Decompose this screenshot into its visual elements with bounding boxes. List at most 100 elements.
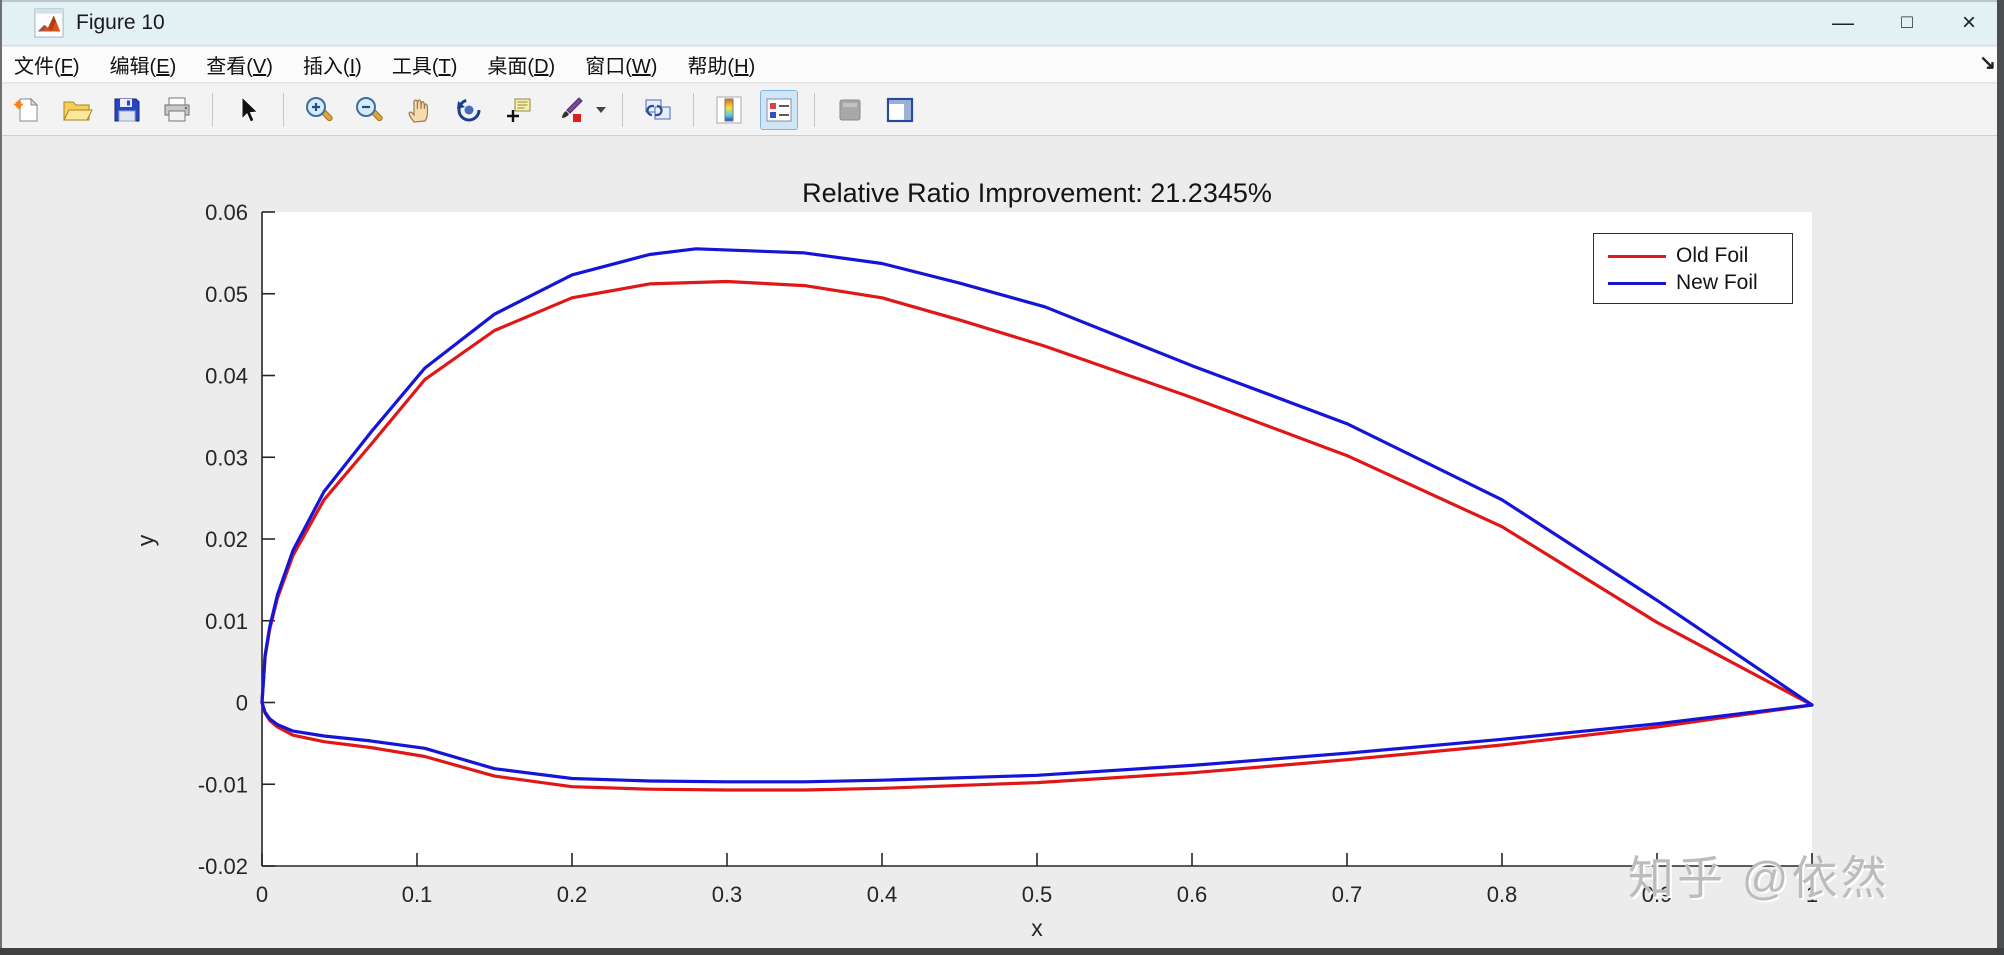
brush-dropdown-icon[interactable] <box>596 106 606 113</box>
data-cursor-button[interactable] <box>500 90 538 130</box>
menu-desktop[interactable]: 桌面(D) <box>487 50 555 79</box>
svg-text:0.3: 0.3 <box>712 882 743 907</box>
hide-plot-tools-button[interactable] <box>831 90 869 130</box>
legend-item-new-foil: New Foil <box>1608 270 1792 296</box>
save-figure-icon <box>114 98 140 121</box>
zoom-out-icon <box>356 96 383 121</box>
svg-text:0.06: 0.06 <box>205 200 248 225</box>
toolbar-separator <box>693 92 694 127</box>
open-file-button[interactable] <box>58 90 96 130</box>
svg-text:0.1: 0.1 <box>402 882 433 907</box>
menu-file[interactable]: 文件(F) <box>14 50 80 79</box>
open-file-icon <box>63 101 93 120</box>
data-cursor-icon <box>507 98 531 122</box>
svg-text:0.01: 0.01 <box>205 609 248 634</box>
figure-canvas: 0 0.1 0.2 0.3 0.4 0.5 0.6 0.7 0.8 0.9 1 -0.02 -0.01 0… <box>0 137 2004 955</box>
svg-text:0.4: 0.4 <box>867 882 898 907</box>
legend-label-new-foil: New Foil <box>1676 271 1758 294</box>
svg-text:0: 0 <box>236 691 248 716</box>
svg-text:-0.01: -0.01 <box>198 772 248 797</box>
figure-toolbar <box>0 84 2004 136</box>
legend-line-new-foil <box>1608 281 1666 285</box>
hide-plot-tools-icon <box>839 99 861 120</box>
legend[interactable]: Old Foil New Foil <box>1593 233 1793 304</box>
y-axis-label: y <box>132 534 159 547</box>
window-title: Figure 10 <box>76 11 165 34</box>
zoom-in-button[interactable] <box>300 90 338 130</box>
svg-text:0.9: 0.9 <box>1642 882 1673 907</box>
new-figure-button[interactable] <box>8 90 46 130</box>
svg-text:0.5: 0.5 <box>1022 882 1053 907</box>
new-figure-icon <box>14 97 39 121</box>
svg-text:0.04: 0.04 <box>205 364 248 389</box>
menu-insert[interactable]: 插入(I) <box>303 50 362 79</box>
menu-edit-label: 编辑(E) <box>109 56 177 78</box>
title-bar: Figure 10 — □ × <box>0 0 2004 46</box>
dock-figure-icon[interactable]: ↘ <box>1979 52 1996 74</box>
window-border-bottom <box>0 948 2004 955</box>
svg-text:1: 1 <box>1806 882 1818 907</box>
plot-axes[interactable]: 0 0.1 0.2 0.3 0.4 0.5 0.6 0.7 0.8 0.9 1 -0.02 -0.01 0… <box>0 137 2004 955</box>
minimize-button[interactable]: — <box>1832 10 1854 35</box>
svg-text:0.02: 0.02 <box>205 527 248 552</box>
menu-view-label: 查看(V) <box>206 56 273 78</box>
toolbar-separator <box>814 92 815 127</box>
insert-legend-icon <box>766 98 792 121</box>
zoom-in-icon <box>306 96 333 121</box>
matlab-figure-icon <box>34 8 64 38</box>
show-plot-tools-button[interactable] <box>881 90 919 130</box>
brush-icon <box>562 96 583 122</box>
watermark: 知乎 @依然 <box>1628 852 1890 904</box>
pan-hand-icon <box>408 98 429 123</box>
menu-help-label: 帮助(H) <box>687 56 756 78</box>
rotate-3d-icon <box>457 98 481 121</box>
svg-text:-0.02: -0.02 <box>198 854 248 879</box>
menu-insert-label: 插入(I) <box>302 56 362 78</box>
toolbar-separator <box>212 92 213 127</box>
zoom-out-button[interactable] <box>350 90 388 130</box>
svg-text:0.03: 0.03 <box>205 445 248 470</box>
legend-item-old-foil: Old Foil <box>1608 243 1792 269</box>
pointer-icon <box>241 95 259 123</box>
plot-title: Relative Ratio Improvement: 21.2345% <box>802 178 1272 208</box>
menu-edit[interactable]: 编辑(E) <box>110 50 177 79</box>
menu-view[interactable]: 查看(V) <box>206 50 273 79</box>
brush-button[interactable] <box>550 90 588 130</box>
menu-tools[interactable]: 工具(T) <box>392 50 458 79</box>
menu-window-label: 窗口(W) <box>585 56 658 78</box>
menu-desktop-label: 桌面(D) <box>487 56 556 78</box>
menu-file-label: 文件(F) <box>14 56 80 78</box>
insert-legend-button[interactable] <box>760 89 798 130</box>
menu-tools-label: 工具(T) <box>391 56 458 78</box>
svg-text:0.05: 0.05 <box>205 282 248 307</box>
svg-text:0.8: 0.8 <box>1487 882 1518 907</box>
print-figure-icon <box>164 97 190 121</box>
menu-window[interactable]: 窗口(W) <box>585 50 657 79</box>
svg-text:0.2: 0.2 <box>557 882 588 907</box>
window-border-right <box>1997 0 2004 955</box>
insert-colorbar-button[interactable] <box>710 90 748 130</box>
show-plot-tools-icon <box>886 97 914 122</box>
link-plots-button[interactable] <box>639 90 677 130</box>
menu-help[interactable]: 帮助(H) <box>687 50 755 79</box>
close-button[interactable]: × <box>1961 9 1976 36</box>
toolbar-separator <box>622 92 623 127</box>
x-axis-label: x <box>1031 915 1043 941</box>
insert-colorbar-icon <box>716 96 742 123</box>
pointer-button[interactable] <box>229 90 267 130</box>
svg-text:0.7: 0.7 <box>1332 882 1363 907</box>
svg-text:0.6: 0.6 <box>1177 882 1208 907</box>
maximize-button[interactable]: □ <box>1901 12 1913 33</box>
toolbar-separator <box>283 92 284 127</box>
save-figure-button[interactable] <box>108 90 146 130</box>
window-border-left <box>0 0 2 955</box>
menu-bar: 文件(F) 编辑(E) 查看(V) 插入(I) 工具(T) 桌面(D) 窗口(W… <box>0 47 2004 83</box>
legend-label-old-foil: Old Foil <box>1676 244 1749 267</box>
window-border-top <box>0 0 2004 2</box>
svg-text:0: 0 <box>256 882 268 907</box>
rotate-3d-button[interactable] <box>450 90 488 130</box>
link-plots-icon <box>645 99 671 119</box>
pan-button[interactable] <box>400 90 438 130</box>
print-figure-button[interactable] <box>158 90 196 130</box>
